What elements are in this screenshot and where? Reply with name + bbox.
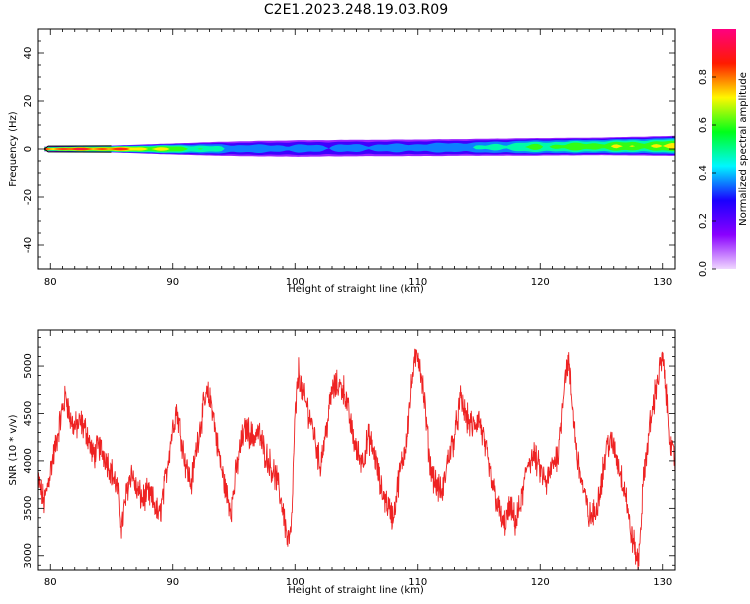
spectrogram-x-axis-label: Height of straight line (km) [288,284,424,295]
y-tick-label: 4500 [23,401,34,426]
y-tick-label: -40 [23,237,34,253]
snr-y-axis-label: SNR (10 * v/v) [8,414,19,485]
snr-x-ticks: 80 90 100 110 120 130 [37,330,676,588]
y-tick-label: 0 [23,146,34,152]
spectrogram-y-ticks: -40 -20 0 20 40 [23,28,675,270]
x-tick-label: 130 [653,577,672,588]
figure-title: C2E1.2023.248.19.03.R09 [264,2,448,18]
x-tick-label: 120 [531,277,550,288]
colorbar-tick-label: 0.8 [698,69,709,85]
x-tick-label: 130 [653,277,672,288]
spectrogram-x-ticks: 80 90 100 110 120 130 [37,29,676,288]
snr-panel: 80 90 100 110 120 130 3000 3500 4000 4500 5000 He… [8,329,676,596]
snr-line [38,348,675,570]
colorbar-tick-label: 0.2 [698,213,709,229]
spectrogram-band [43,135,675,157]
x-tick-label: 100 [286,277,305,288]
snr-y-ticks: 3000 3500 4000 4500 5000 [23,337,675,568]
colorbar-tick-label: 0.0 [698,261,709,277]
x-tick-label: 80 [44,277,57,288]
spectrogram-panel: 80 90 100 110 120 130 -40 -20 0 20 40 Height of s… [8,28,676,295]
x-tick-label: 120 [531,577,550,588]
x-tick-label: 100 [286,577,305,588]
y-tick-label: 5000 [23,353,34,378]
spectrogram-band-edge [43,145,112,153]
snr-x-axis-label: Height of straight line (km) [288,585,424,596]
x-tick-label: 90 [166,577,179,588]
x-tick-label: 80 [44,577,57,588]
spectrogram-contour-level [44,139,675,153]
y-tick-label: 4000 [23,448,34,473]
colorbar-ticks: 0.0 0.2 0.4 0.6 0.8 [698,69,716,277]
colorbar-tick-label: 0.6 [698,117,709,133]
spectrogram-contour-level [44,143,675,151]
spectrogram-contour-level [44,140,675,152]
x-tick-label: 90 [166,277,179,288]
y-tick-label: 3500 [23,496,34,521]
y-tick-label: -20 [23,189,34,205]
colorbar: 0.0 0.2 0.4 0.6 0.8 Normalized spectral ampl… [698,29,749,277]
y-tick-label: 20 [23,95,34,108]
x-tick-label: 110 [408,277,427,288]
y-tick-label: 3000 [23,543,34,568]
colorbar-gradient [712,29,736,269]
x-tick-label: 110 [408,577,427,588]
colorbar-tick-label: 0.4 [698,165,709,181]
colorbar-label: Normalized spectral amplitude [738,72,749,226]
spectrogram-y-axis-label: Frequency (Hz) [8,111,19,187]
y-tick-label: 40 [23,47,34,60]
